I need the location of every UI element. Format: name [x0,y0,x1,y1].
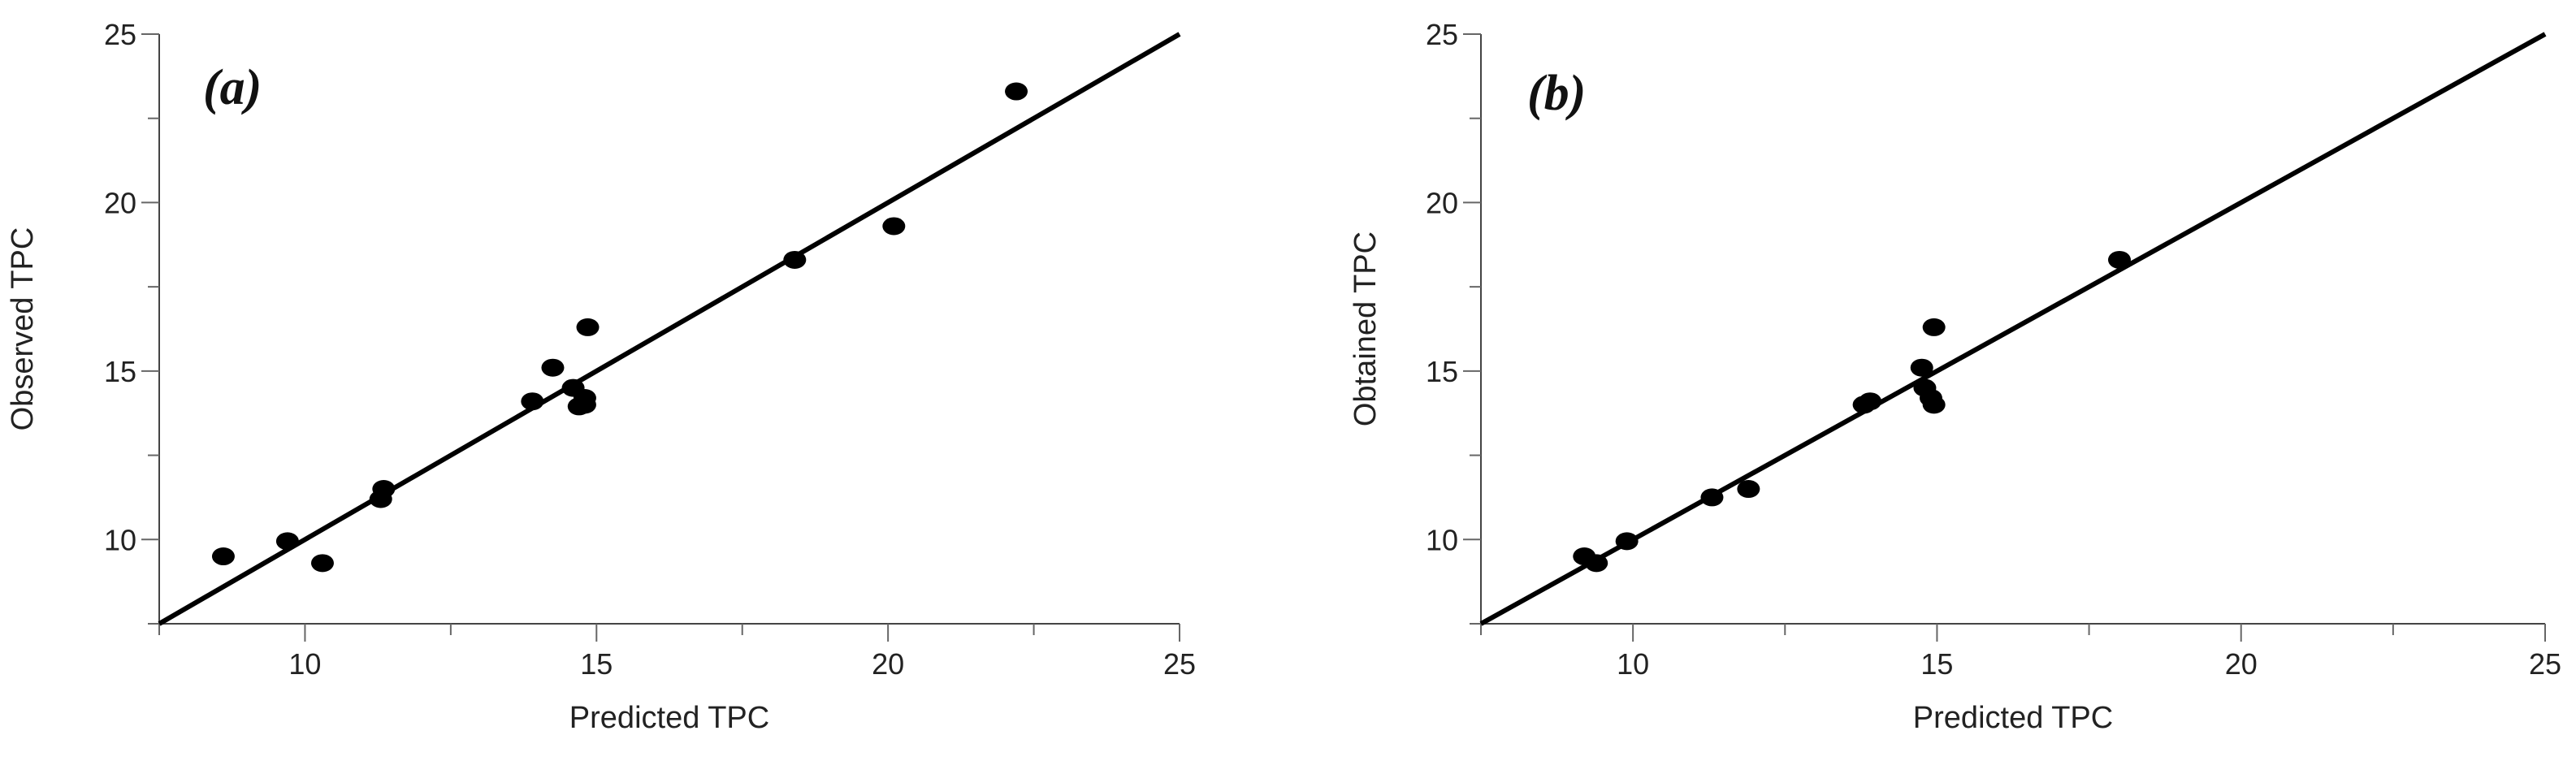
x-tick-label: 10 [1617,647,1649,681]
y-tick-label: 15 [104,355,136,388]
panel-label: (a) [203,60,262,115]
data-point [783,250,807,269]
x-tick-label: 15 [1920,647,1953,681]
data-point [1737,480,1760,499]
data-point [573,396,596,414]
y-tick-label: 25 [104,18,136,51]
y-axis-label: Observed TPC [6,227,40,431]
data-point [2108,250,2131,269]
data-point [521,392,544,411]
data-point [1585,554,1608,573]
y-tick-label: 15 [1426,355,1458,388]
chart-panel-a: 10 15 20 25 10 15 20 25 Predicted TPC Observed TP… [6,18,1196,735]
fit-line [158,32,1181,626]
data-point [310,554,334,573]
y-axis-label: Obtained TPC [1349,231,1383,426]
x-axis-label: Predicted TPC [569,701,769,735]
data-point [275,532,299,551]
y-tick-label: 10 [104,523,136,556]
y-tick-label: 20 [104,186,136,219]
x-tick-label: 25 [2529,647,2561,681]
data-point [882,217,906,236]
x-tick-label: 10 [288,647,321,681]
x-axis-label: Predicted TPC [1913,701,2113,735]
chart-panel-b: 10 15 20 25 10 15 20 25 Predicted TPC Obtained TP… [1349,18,2561,735]
x-tick-label: 20 [2225,647,2258,681]
data-point [541,358,565,377]
data-point [576,318,600,336]
panel-label: (b) [1527,66,1586,121]
data-point [1700,488,1724,507]
y-tick-label: 20 [1426,186,1458,219]
x-tick-label: 25 [1163,647,1196,681]
y-tick-label: 25 [1426,18,1458,51]
data-point [1005,82,1028,101]
data-point [372,480,396,499]
x-tick-label: 15 [580,647,613,681]
data-point [1922,396,1946,414]
data-point [211,547,235,566]
data-point [1615,532,1639,551]
x-tick-label: 20 [872,647,904,681]
fit-line [1479,32,2547,626]
data-point [1859,392,1882,411]
data-point [1910,358,1933,377]
data-point [1922,318,1946,336]
y-tick-label: 10 [1426,523,1458,556]
